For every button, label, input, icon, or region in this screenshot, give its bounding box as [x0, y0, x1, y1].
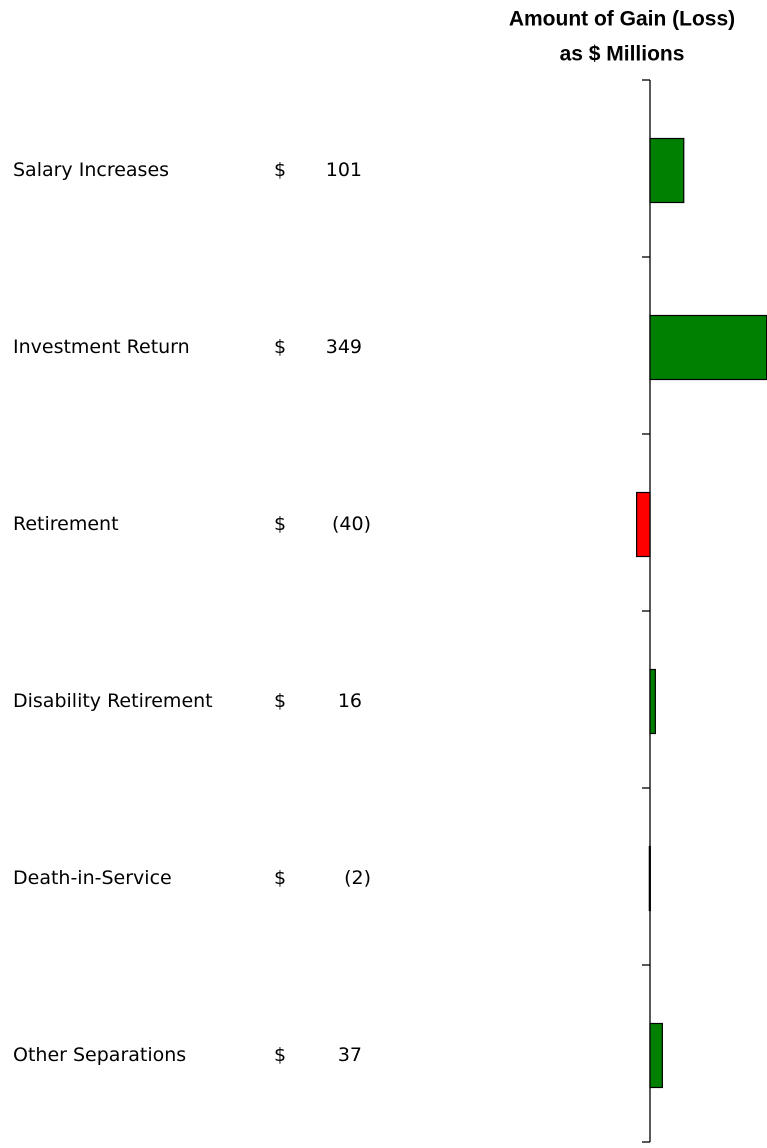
category-label: Salary Increases: [13, 159, 169, 181]
value-label: 349: [326, 336, 362, 358]
bar: [649, 314, 767, 381]
currency-symbol: $: [274, 867, 286, 889]
category-label: Investment Return: [13, 336, 190, 358]
value-label: (2): [344, 867, 371, 889]
value-label: (40): [332, 513, 371, 535]
currency-symbol: $: [274, 690, 286, 712]
currency-symbol: $: [274, 159, 286, 181]
bar: [636, 491, 651, 558]
bar: [649, 668, 656, 735]
chart-title: Amount of Gain (Loss): [509, 8, 735, 31]
category-label: Other Separations: [13, 1044, 186, 1066]
category-label: Retirement: [13, 513, 119, 535]
bar: [649, 1022, 663, 1089]
currency-symbol: $: [274, 513, 286, 535]
bar: [649, 137, 685, 204]
category-label: Disability Retirement: [13, 690, 213, 712]
chart-subtitle: as $ Millions: [560, 43, 685, 66]
value-label: 37: [338, 1044, 362, 1066]
currency-symbol: $: [274, 1044, 286, 1066]
value-label: 101: [326, 159, 362, 181]
bar: [648, 845, 651, 912]
currency-symbol: $: [274, 336, 286, 358]
value-label: 16: [338, 690, 362, 712]
category-label: Death-in-Service: [13, 867, 172, 889]
